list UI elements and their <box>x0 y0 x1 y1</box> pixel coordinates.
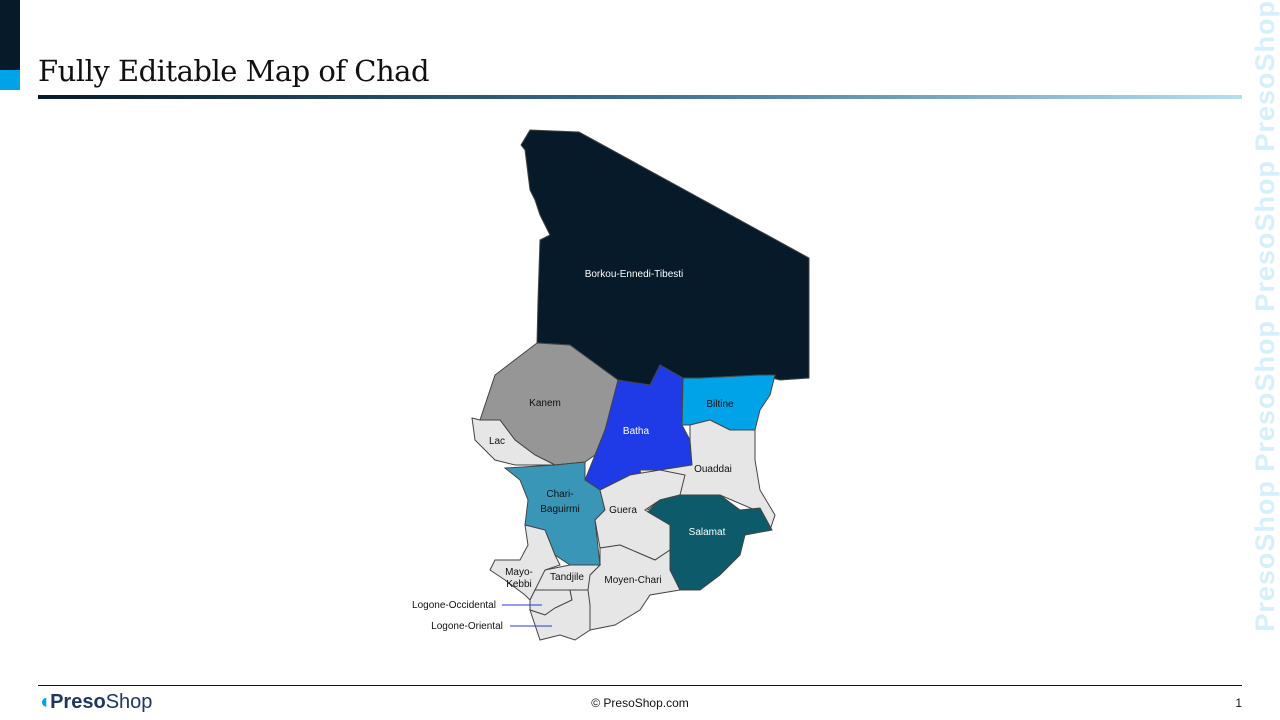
region-label-kanem: Kanem <box>529 398 561 409</box>
footer-divider <box>38 685 1242 686</box>
corner-accent-dark <box>0 0 20 70</box>
region-lac[interactable] <box>471 417 556 466</box>
region-label-tandjile: Tandjile <box>550 572 584 583</box>
title-underline <box>38 95 1242 99</box>
page-number: 1 <box>1235 696 1242 710</box>
region-ouaddai[interactable] <box>639 419 776 532</box>
region-label-ouaddai: Ouaddai <box>694 464 732 475</box>
presoshop-logo: ◖PresoShop <box>38 691 153 713</box>
region-label-guera: Guera <box>609 505 637 516</box>
region-label-lac: Lac <box>489 436 505 447</box>
region-label-batha: Batha <box>623 426 650 437</box>
region-mayo-kebbi[interactable] <box>489 524 561 601</box>
region-label-logone-oriental: Logone-Oriental <box>431 621 503 632</box>
region-label-moyen-chari: Moyen-Chari <box>604 575 661 586</box>
region-label-borkou-ennedi-tibesti: Borkou-Ennedi-Tibesti <box>585 269 684 280</box>
region-label-biltine: Biltine <box>706 399 734 410</box>
logo-icon: ◖ <box>38 691 51 713</box>
region-biltine[interactable] <box>681 374 776 431</box>
page-title: Fully Editable Map of Chad <box>38 54 430 88</box>
corner-accent-blue <box>0 70 20 90</box>
region-label-mayo-kebbi: Mayo-Kebbi <box>505 567 533 590</box>
region-label-salamat: Salamat <box>689 527 726 538</box>
region-logone-oriental[interactable] <box>529 589 591 641</box>
region-label-logone-occidental: Logone-Occidental <box>412 600 496 611</box>
copyright: © PresoShop.com <box>591 696 689 710</box>
region-label-chari-baguirmi: Chari-Baguirmi <box>540 489 579 515</box>
